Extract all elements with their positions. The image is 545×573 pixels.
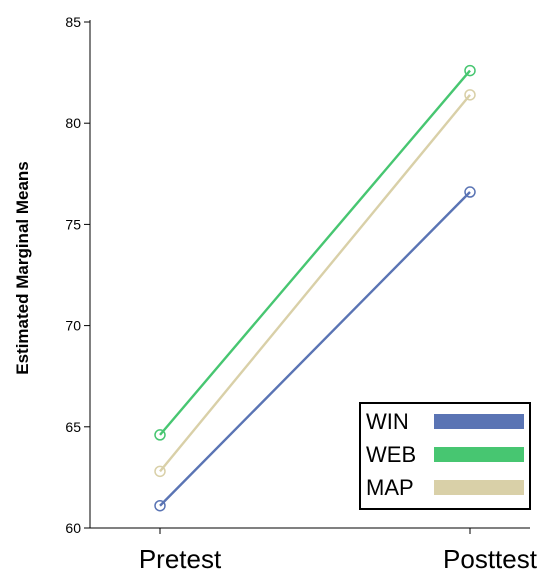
x-tick-label: Posttest [443,544,538,573]
series-win [154,186,476,512]
x-tick-label: Pretest [139,544,222,573]
series-line [159,69,471,436]
y-tick-label: 85 [65,14,81,30]
data-point [464,186,476,198]
y-tick-label: 60 [65,520,81,536]
legend-swatch [434,414,524,429]
y-tick-label: 75 [65,216,81,232]
y-tick-label: 65 [65,419,81,435]
data-point [464,64,476,77]
axes: 60 65 70 75 80 85 Pretest Posttest [65,14,537,573]
data-point [464,89,476,101]
legend-label: WEB [366,442,416,467]
legend-label: MAP [366,475,414,500]
legend-swatch [434,447,524,462]
series-web [154,64,476,441]
series-line [159,94,471,473]
series-line [159,191,471,507]
legend-label: WIN [366,409,409,434]
y-tick-label: 80 [65,115,81,131]
data-point [154,499,166,512]
series-layer [154,64,476,512]
y-tick-label: 70 [65,318,81,334]
series-map [154,89,476,478]
legend-swatch [434,480,524,495]
legend: WIN WEB MAP [359,402,531,510]
y-axis-label: Estimated Marginal Means [13,161,32,375]
data-point [154,465,166,478]
data-point [154,429,166,441]
